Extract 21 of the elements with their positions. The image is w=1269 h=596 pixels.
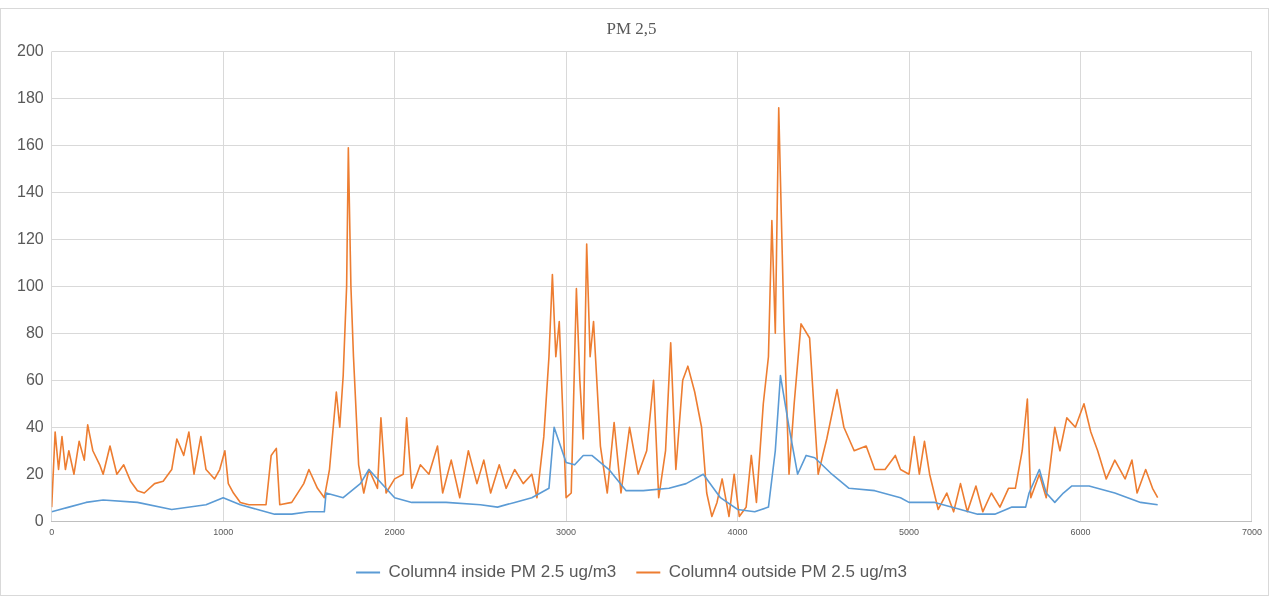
chart-title: PM 2,5 [606, 18, 657, 38]
y-tick-label: 180 [16, 88, 44, 106]
x-tick-label: 5000 [899, 527, 920, 538]
y-tick-label: 40 [25, 417, 44, 435]
legend-label: Column4 outside PM 2.5 ug/m3 [668, 562, 907, 582]
x-tick-label: 6000 [1070, 527, 1091, 538]
x-tick-label: 0 [49, 527, 55, 538]
y-tick-label: 140 [16, 182, 44, 200]
x-tick-label: 7000 [1241, 527, 1262, 538]
y-tick-label: 120 [16, 229, 44, 247]
y-tick-label: 160 [16, 135, 44, 153]
legend-label: Column4 inside PM 2.5 ug/m3 [388, 562, 617, 582]
y-tick-label: 80 [25, 323, 44, 341]
x-tick-label: 2000 [384, 527, 405, 538]
x-tick-label: 3000 [556, 527, 577, 538]
x-tick-label: 4000 [727, 527, 748, 538]
x-tick-label: 1000 [213, 527, 234, 538]
y-tick-label: 200 [16, 41, 44, 59]
y-tick-label: 20 [25, 464, 44, 482]
y-tick-label: 60 [25, 370, 44, 388]
y-tick-label: 100 [16, 276, 44, 294]
